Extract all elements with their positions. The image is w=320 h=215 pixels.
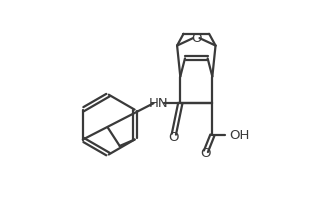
Text: HN: HN: [149, 97, 169, 110]
Text: O: O: [191, 32, 202, 45]
Text: OH: OH: [229, 129, 250, 142]
Text: O: O: [169, 131, 179, 144]
Text: O: O: [201, 147, 211, 160]
